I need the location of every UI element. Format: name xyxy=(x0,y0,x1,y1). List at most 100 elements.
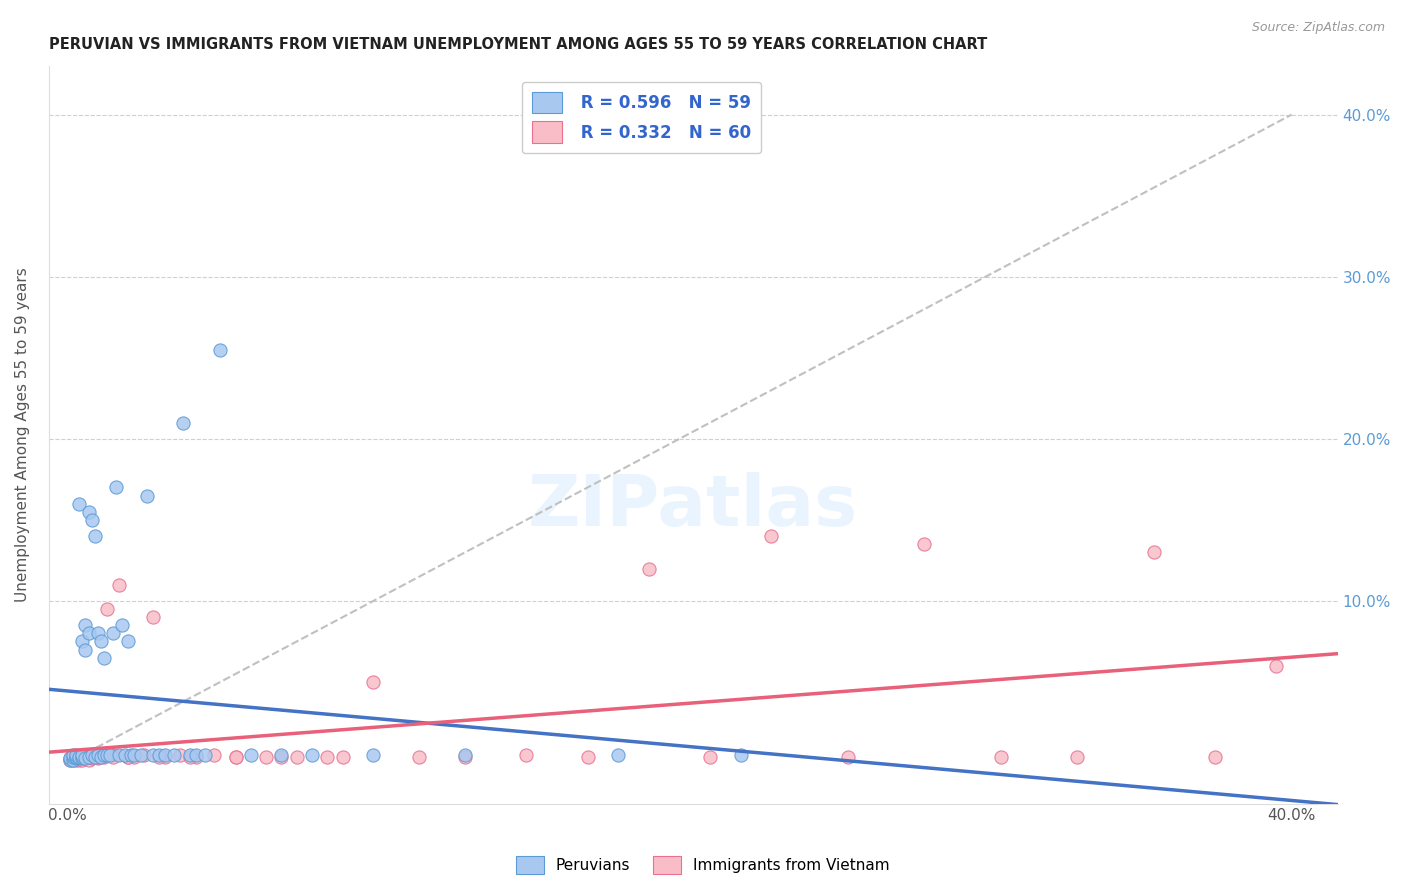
Point xyxy=(83,529,105,543)
Legend:  R = 0.596   N = 59,  R = 0.332   N = 60: R = 0.596 N = 59, R = 0.332 N = 60 xyxy=(522,82,762,153)
Point xyxy=(67,497,90,511)
Point xyxy=(90,747,112,762)
Point xyxy=(77,749,100,764)
Point xyxy=(62,753,84,767)
Point xyxy=(179,747,201,762)
Point xyxy=(105,481,128,495)
Point xyxy=(124,747,146,762)
Point xyxy=(990,749,1012,764)
Point xyxy=(202,747,225,762)
Point xyxy=(87,751,110,765)
Point xyxy=(72,747,94,762)
Point xyxy=(77,749,100,764)
Point xyxy=(67,753,90,767)
Point xyxy=(72,749,94,764)
Point xyxy=(254,749,277,764)
Point xyxy=(72,749,94,764)
Point xyxy=(87,626,110,640)
Point xyxy=(65,753,87,767)
Point xyxy=(454,749,477,764)
Point xyxy=(62,751,84,765)
Point xyxy=(153,749,176,764)
Point xyxy=(62,747,84,762)
Point xyxy=(93,747,115,762)
Point xyxy=(80,513,103,527)
Point xyxy=(153,747,176,762)
Point xyxy=(361,747,384,762)
Point xyxy=(96,747,118,762)
Point xyxy=(699,749,721,764)
Point xyxy=(132,747,155,762)
Point xyxy=(83,749,105,764)
Point xyxy=(316,749,339,764)
Point xyxy=(117,749,139,764)
Point xyxy=(77,753,100,767)
Point xyxy=(270,749,292,764)
Point xyxy=(75,751,97,765)
Point xyxy=(101,626,124,640)
Point xyxy=(209,343,232,357)
Point xyxy=(80,747,103,762)
Point xyxy=(67,749,90,764)
Point xyxy=(515,747,537,762)
Point xyxy=(637,561,659,575)
Point xyxy=(607,747,630,762)
Point xyxy=(114,747,136,762)
Point xyxy=(111,618,134,632)
Point xyxy=(72,749,94,764)
Point xyxy=(837,749,859,764)
Point xyxy=(90,634,112,648)
Point xyxy=(108,747,131,762)
Point xyxy=(142,747,165,762)
Point xyxy=(730,747,752,762)
Point xyxy=(1066,749,1088,764)
Point xyxy=(108,578,131,592)
Point xyxy=(301,747,323,762)
Point xyxy=(77,626,100,640)
Point xyxy=(80,751,103,765)
Point xyxy=(67,751,90,765)
Point xyxy=(148,747,170,762)
Legend: Peruvians, Immigrants from Vietnam: Peruvians, Immigrants from Vietnam xyxy=(510,850,896,880)
Point xyxy=(65,749,87,764)
Text: ZIPatlas: ZIPatlas xyxy=(529,472,858,541)
Point xyxy=(87,747,110,762)
Point xyxy=(72,751,94,765)
Point xyxy=(148,749,170,764)
Point xyxy=(65,751,87,765)
Point xyxy=(454,747,477,762)
Y-axis label: Unemployment Among Ages 55 to 59 years: Unemployment Among Ages 55 to 59 years xyxy=(15,268,30,602)
Point xyxy=(361,675,384,690)
Point xyxy=(1143,545,1166,559)
Point xyxy=(59,751,82,765)
Point xyxy=(117,749,139,764)
Point xyxy=(224,749,246,764)
Point xyxy=(93,650,115,665)
Point xyxy=(75,749,97,764)
Point xyxy=(332,749,354,764)
Point xyxy=(101,747,124,762)
Point xyxy=(761,529,783,543)
Point xyxy=(172,416,194,430)
Point xyxy=(75,747,97,762)
Point xyxy=(96,602,118,616)
Point xyxy=(77,505,100,519)
Point xyxy=(142,610,165,624)
Point xyxy=(75,618,97,632)
Point xyxy=(80,749,103,764)
Point xyxy=(184,747,207,762)
Point xyxy=(576,749,599,764)
Point xyxy=(239,747,262,762)
Point xyxy=(59,753,82,767)
Point xyxy=(408,749,430,764)
Point xyxy=(62,753,84,767)
Point xyxy=(1265,658,1288,673)
Point xyxy=(224,749,246,764)
Point xyxy=(101,749,124,764)
Point xyxy=(124,749,146,764)
Point xyxy=(120,747,142,762)
Point xyxy=(72,634,94,648)
Point xyxy=(163,747,186,762)
Point xyxy=(65,751,87,765)
Text: PERUVIAN VS IMMIGRANTS FROM VIETNAM UNEMPLOYMENT AMONG AGES 55 TO 59 YEARS CORRE: PERUVIAN VS IMMIGRANTS FROM VIETNAM UNEM… xyxy=(49,37,987,53)
